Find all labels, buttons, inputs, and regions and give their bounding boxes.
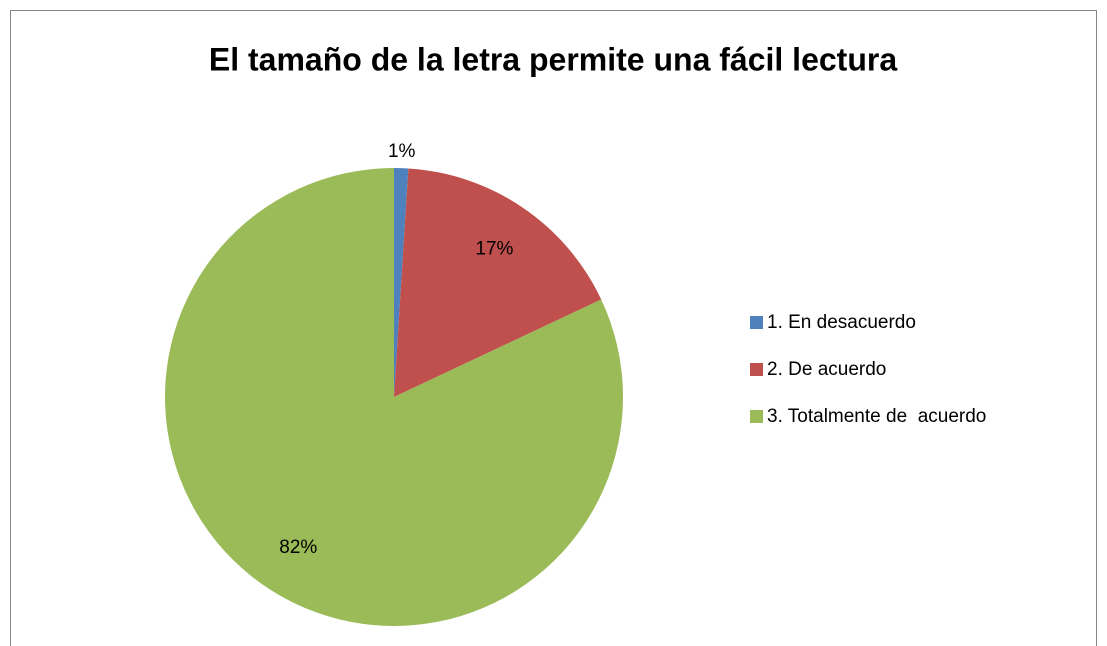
legend-label: 3. Totalmente de acuerdo <box>767 406 986 427</box>
data-label: 1% <box>388 141 416 162</box>
data-label: 17% <box>475 238 513 259</box>
legend-swatch <box>750 410 763 423</box>
legend-swatch <box>750 316 763 329</box>
pie-slice <box>394 168 409 397</box>
chart-title: El tamaño de la letra permite una fácil … <box>209 41 897 77</box>
data-label: 82% <box>279 537 317 558</box>
legend-swatch <box>750 363 763 376</box>
chart-border <box>10 10 1097 646</box>
legend-label: 1. En desacuerdo <box>767 312 916 333</box>
pie-slice <box>164 168 623 626</box>
legend-label: 2. De acuerdo <box>767 359 886 380</box>
pie-slice <box>394 168 602 397</box>
